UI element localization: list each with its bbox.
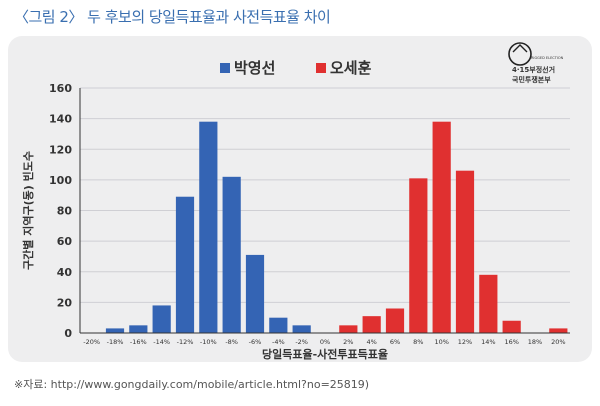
bar — [222, 176, 241, 333]
logo-small-text: RIGGED ELECTION — [531, 56, 564, 60]
x-tick-label: 4% — [367, 338, 377, 346]
x-tick-label: -4% — [272, 338, 285, 346]
legend-swatch — [220, 63, 230, 73]
gridlines — [80, 87, 570, 303]
x-tick-label: -12% — [177, 338, 194, 346]
legend-label: 박영선 — [234, 59, 275, 77]
logo-line-1: 4·15부정선거 — [512, 65, 555, 74]
chart-panel: 박영선 오세훈 RIGGED ELECTION 4·15부정선거 국민투쟁본부 0… — [8, 36, 592, 362]
x-tick-label: 16% — [504, 338, 518, 346]
legend-label: 오세훈 — [330, 59, 372, 77]
bar — [549, 328, 568, 333]
x-tick-label: 20% — [551, 338, 565, 346]
x-tick-label: -16% — [130, 338, 147, 346]
bar — [409, 178, 428, 333]
x-tick-label: 2% — [343, 338, 353, 346]
bar — [129, 325, 148, 333]
x-tick-label: 18% — [528, 338, 542, 346]
bar — [432, 121, 451, 333]
logo: RIGGED ELECTION 4·15부정선거 국민투쟁본부 — [508, 42, 564, 84]
y-tick-label: 100 — [49, 174, 72, 187]
logo-arrow-icon — [512, 44, 528, 53]
bar — [385, 308, 405, 333]
bar — [479, 274, 498, 333]
y-tick-label: 140 — [49, 113, 72, 126]
bar — [245, 254, 265, 333]
x-tick-label: -10% — [200, 338, 217, 346]
legend: 박영선 오세훈 — [220, 59, 372, 77]
bar — [339, 325, 358, 333]
bar — [455, 170, 475, 333]
bar — [502, 320, 521, 333]
bar — [175, 196, 195, 333]
y-tick-label: 80 — [57, 205, 73, 218]
x-tick-label: 10% — [434, 338, 448, 346]
x-tick-labels: -20% -18% -16% -14% -12% -10% -8% -6% -4% -2% 0% 2%… — [83, 338, 565, 346]
legend-swatch — [316, 63, 326, 73]
x-tick-label: -6% — [249, 338, 262, 346]
x-tick-label: -8% — [225, 338, 238, 346]
logo-line-2: 국민투쟁본부 — [512, 75, 551, 84]
x-tick-label: 8% — [413, 338, 423, 346]
x-tick-label: 14% — [481, 338, 495, 346]
x-tick-label: -20% — [83, 338, 100, 346]
y-tick-label: 120 — [49, 143, 72, 156]
x-tick-label: -14% — [153, 338, 170, 346]
source-note: ※자료: http://www.gongdaily.com/mobile/art… — [14, 378, 370, 391]
axes — [79, 88, 570, 334]
x-axis-label: 당일득표율-사전투표득표율 — [262, 347, 388, 361]
bar — [292, 325, 311, 333]
x-tick-label: -18% — [107, 338, 124, 346]
figure-title: 〈그림 2〉 두 후보의 당일득표율과 사전득표율 차이 — [14, 8, 331, 26]
y-tick-label: 60 — [57, 235, 73, 248]
y-tick-label: 40 — [57, 266, 73, 279]
x-tick-label: 0% — [320, 338, 330, 346]
x-tick-label: -2% — [295, 338, 308, 346]
y-axis-label: 구간별 지역구(동) 빈도수 — [21, 151, 35, 270]
bar — [152, 305, 171, 333]
bars — [105, 121, 568, 333]
y-tick-label: 160 — [49, 82, 72, 95]
y-tick-label: 20 — [57, 296, 73, 309]
y-tick-labels: 0 20 40 60 80 100 120 140 160 — [49, 82, 72, 340]
logo-emblem-icon — [508, 42, 532, 66]
x-tick-label: 6% — [390, 338, 400, 346]
y-tick-label: 0 — [64, 327, 72, 340]
bar-chart: 박영선 오세훈 RIGGED ELECTION 4·15부정선거 국민투쟁본부 0… — [21, 42, 570, 361]
bar — [105, 328, 125, 333]
bar — [269, 317, 288, 333]
bar — [199, 121, 218, 333]
x-tick-label: 12% — [458, 338, 472, 346]
bar — [362, 316, 381, 333]
